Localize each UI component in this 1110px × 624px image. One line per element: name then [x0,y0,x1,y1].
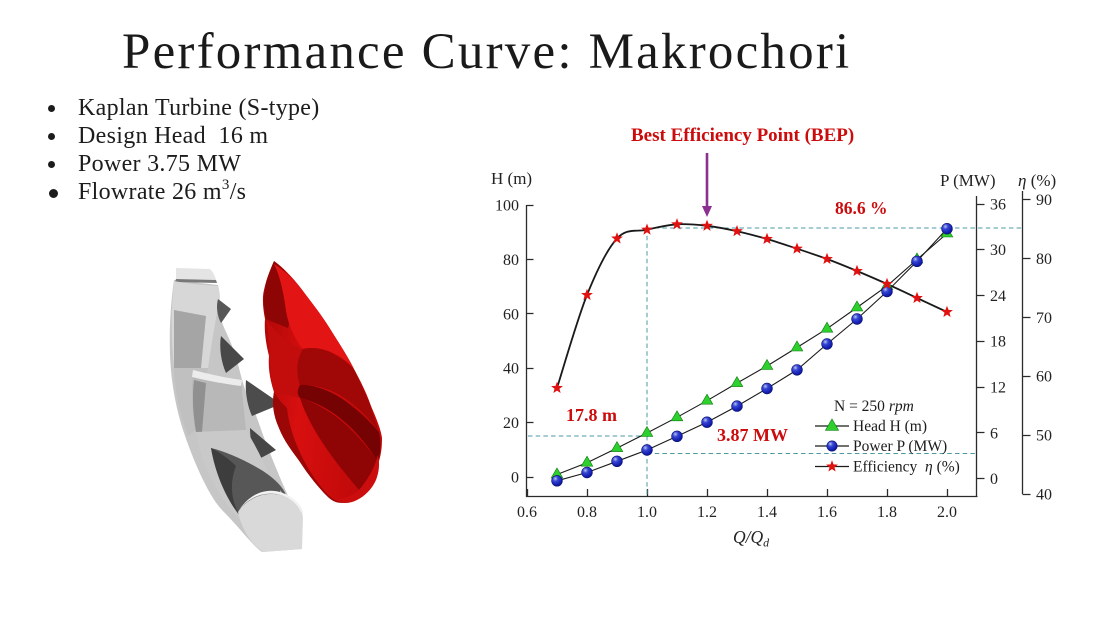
svg-text:1.4: 1.4 [757,504,777,521]
svg-text:80: 80 [1036,251,1052,268]
svg-text:1.0: 1.0 [637,504,657,521]
svg-text:70: 70 [1036,310,1052,327]
svg-text:1.8: 1.8 [877,504,897,521]
svg-text:50: 50 [1036,428,1052,445]
svg-text:0: 0 [990,471,998,488]
svg-text:30: 30 [990,242,1006,259]
svg-text:N = 250 rpm: N = 250 rpm [834,398,914,415]
svg-text:40: 40 [1036,487,1052,504]
svg-text:Q/Qd: Q/Qd [733,527,770,550]
svg-text:17.8 m: 17.8 m [566,405,617,425]
svg-text:1.2: 1.2 [697,504,717,521]
svg-text:60: 60 [503,306,519,323]
svg-text:24: 24 [990,288,1006,305]
svg-text:η (%): η (%) [1018,171,1056,190]
svg-text:0.8: 0.8 [577,504,597,521]
svg-text:Power P (MW): Power P (MW) [853,438,947,455]
svg-text:Best Efficiency Point (BEP): Best Efficiency Point (BEP) [631,125,854,146]
svg-text:1.6: 1.6 [817,504,837,521]
svg-text:18: 18 [990,334,1006,351]
svg-text:0: 0 [511,470,519,487]
svg-text:3.87 MW: 3.87 MW [717,425,788,445]
svg-text:2.0: 2.0 [937,504,957,521]
svg-text:20: 20 [503,415,519,432]
svg-text:86.6 %: 86.6 % [835,198,888,218]
svg-text:100: 100 [495,198,519,215]
svg-text:12: 12 [990,380,1006,397]
svg-text:Efficiency η (%): Efficiency η (%) [853,459,960,476]
svg-text:H (m): H (m) [491,169,532,188]
svg-text:60: 60 [1036,369,1052,386]
svg-text:6: 6 [990,425,998,442]
svg-text:Head H (m): Head H (m) [853,418,927,435]
svg-text:P (MW): P (MW) [940,171,996,190]
svg-text:0.6: 0.6 [517,504,537,521]
svg-text:80: 80 [503,252,519,269]
svg-text:90: 90 [1036,192,1052,209]
svg-text:36: 36 [990,197,1006,214]
svg-text:40: 40 [503,361,519,378]
